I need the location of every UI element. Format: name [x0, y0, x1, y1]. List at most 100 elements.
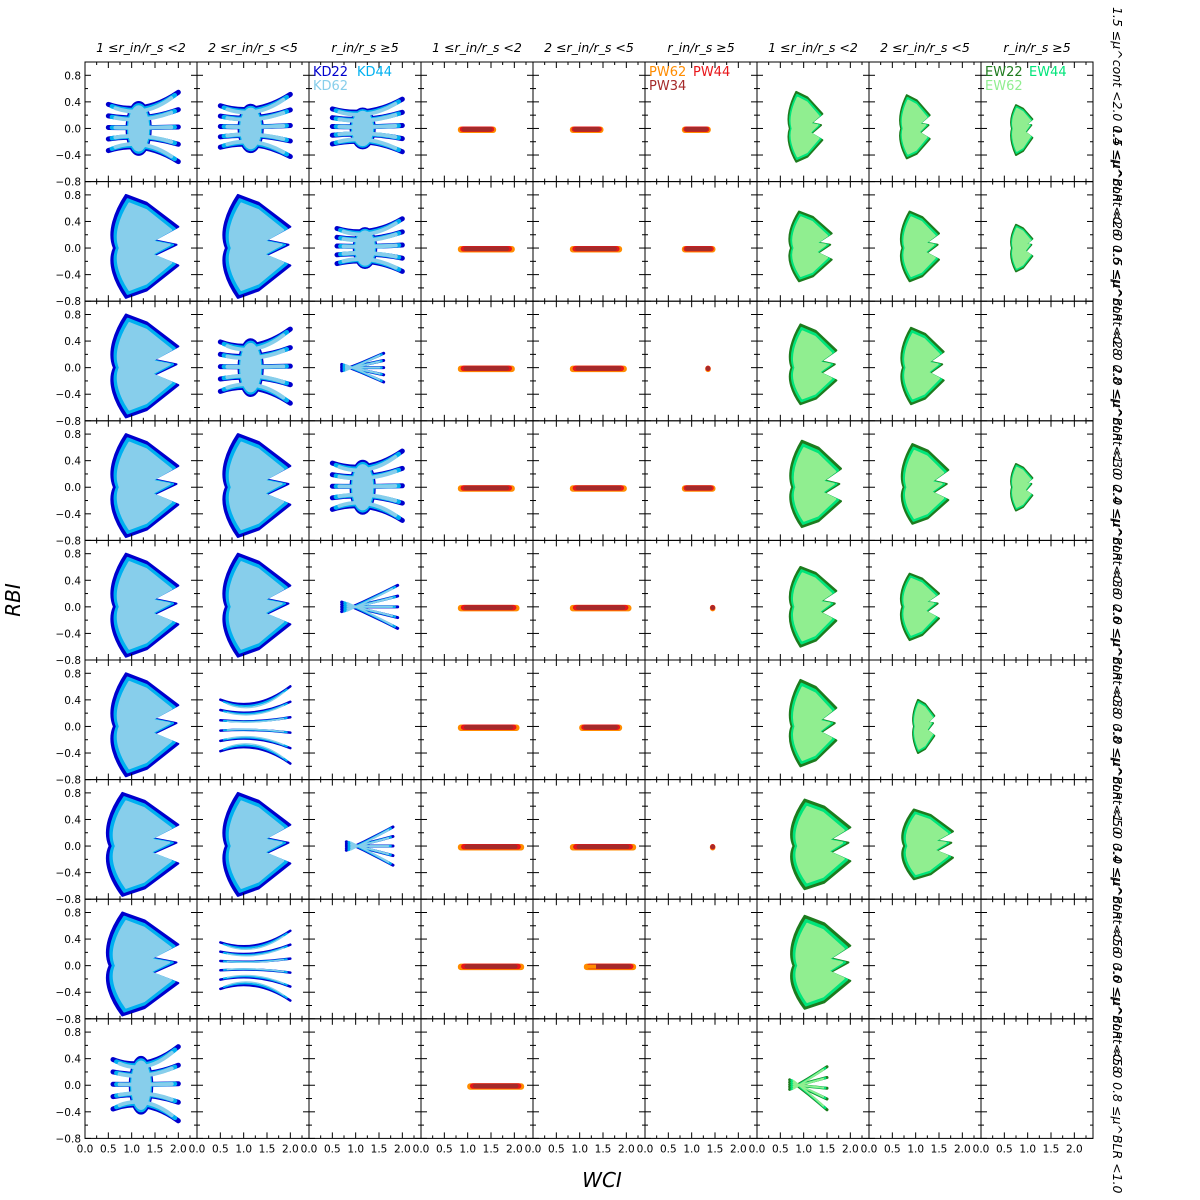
y-tick-label: 0.0: [64, 123, 81, 135]
region-ew62: [792, 330, 833, 400]
panel-frame: [532, 898, 646, 1020]
x-tick-label: 1.0: [235, 1143, 252, 1155]
line-pw34: [575, 366, 622, 371]
x-tick-label: 0.5: [996, 1143, 1013, 1155]
branch-kd62: [226, 743, 284, 759]
y-tick-label: 0.8: [64, 549, 81, 561]
panel-r5-c7: [756, 539, 870, 661]
y-tick-label: 0.8: [64, 788, 81, 800]
panel-data: [709, 604, 716, 612]
points-ew62: [790, 96, 820, 158]
y-tick-label: 0.4: [64, 456, 81, 468]
points-kd62: [225, 333, 286, 400]
panel-frame: [196, 898, 310, 1020]
core-kd62: [355, 230, 375, 266]
panel-frame: [644, 300, 758, 422]
region-ew62: [795, 922, 845, 1003]
panel-data: [457, 963, 525, 971]
panel-data: [1010, 223, 1034, 273]
panel-data: [899, 94, 931, 160]
x-tick-label: 1.0: [795, 1143, 812, 1155]
legend-entry-pw34: PW34: [649, 79, 686, 94]
panel-r6-c7: [756, 659, 870, 781]
region-ew62: [795, 805, 845, 884]
points-kd62: [350, 829, 390, 864]
points-ew62: [1012, 107, 1031, 152]
y-tick-label: 0.8: [64, 190, 81, 202]
panel-r3-c7: [756, 300, 870, 422]
branch-kd62: [226, 728, 284, 733]
points-pw34: [705, 366, 711, 371]
points-ew62: [795, 805, 845, 884]
y-tick-label: 0.4: [64, 216, 81, 228]
panel-data: [222, 791, 292, 897]
x-tick-label: 0.5: [100, 1143, 117, 1155]
x-tick-label: 0.0: [637, 1143, 654, 1155]
panel-r1-c7: 1 ≤r_in/r_s <2: [756, 40, 870, 183]
region-ew62: [792, 686, 833, 761]
y-tick-label: 0.4: [64, 575, 81, 587]
x-tick-label: 0.0: [189, 1143, 206, 1155]
column-title: r_in/r_s ≥5: [331, 40, 398, 55]
points-kd62: [116, 561, 173, 650]
points-pw34: [463, 605, 514, 610]
line-pw34: [575, 485, 622, 491]
panel-data: [217, 326, 293, 406]
panel-data: [457, 365, 515, 373]
panel-data: [334, 216, 405, 274]
x-tick-label: 0.0: [749, 1143, 766, 1155]
panel-r7-c3: [308, 779, 422, 900]
row-title: 3.0 ≤μ^cont <5.0 0.6 ≤μ^BLR <0.8: [1110, 844, 1125, 1074]
y-tick-label: −0.8: [56, 655, 82, 667]
panel-data: [788, 210, 833, 283]
line-pw34: [574, 246, 618, 252]
panel-frame: [420, 898, 534, 1020]
y-tick-label: 0.4: [64, 336, 81, 348]
panel-data: [790, 798, 852, 891]
line-pw34: [685, 485, 713, 491]
column-title: 2 ≤r_in/r_s <5: [880, 40, 970, 55]
panel-r6-c5: [532, 659, 646, 781]
panel-frame: [644, 181, 758, 302]
panel-r2-c6: [644, 181, 758, 302]
branch-kd62: [226, 981, 284, 996]
column-title: r_in/r_s ≥5: [1003, 40, 1070, 55]
panel-data: [681, 246, 716, 253]
points-ew62: [793, 447, 837, 522]
branch-kd62: [346, 587, 393, 612]
panel-data: [681, 485, 716, 492]
branch-kd62: [226, 705, 284, 716]
branch-kd62: [350, 837, 390, 849]
panel-frame: [868, 61, 982, 183]
y-tick-label: −0.4: [56, 270, 82, 282]
panel-r6-c8: [868, 659, 982, 781]
panel-r9-c8: 0.0 0.5 1.0 1.5 2.0: [861, 1018, 982, 1155]
panel-frame: [420, 420, 534, 541]
panel-r9-c3: 0.0 0.5 1.0 1.5 2.0: [301, 1018, 422, 1155]
core-kd62: [128, 105, 150, 152]
x-tick-label: 1.5: [595, 1143, 612, 1155]
x-tick-label: 1.5: [371, 1143, 388, 1155]
panel-frame: [980, 659, 1094, 781]
points-ew62: [904, 333, 940, 400]
x-tick-label: 1.0: [347, 1143, 364, 1155]
x-tick-label: 0.5: [548, 1143, 565, 1155]
x-tick-label: 1.5: [147, 1143, 164, 1155]
x-tick-label: 2.0: [282, 1143, 299, 1155]
y-tick-label: −0.8: [56, 775, 82, 787]
panel-data: [105, 911, 180, 1017]
branch-kd62: [350, 843, 390, 855]
points-pw34: [575, 485, 622, 491]
line-pw34: [583, 724, 618, 730]
points-pw34: [710, 844, 716, 850]
row-title: 3.0 ≤μ^cont <5.0 0.8 ≤μ^BLR <1.0: [1110, 964, 1125, 1194]
panel-data: [1010, 462, 1034, 512]
column-title: r_in/r_s ≥5: [667, 40, 734, 55]
panel-data: [110, 672, 180, 778]
panel-data: [457, 724, 520, 731]
points-pw34: [575, 605, 626, 610]
region-ew62: [792, 572, 833, 642]
region-ew62: [1012, 107, 1031, 152]
panel-data: [340, 351, 386, 384]
